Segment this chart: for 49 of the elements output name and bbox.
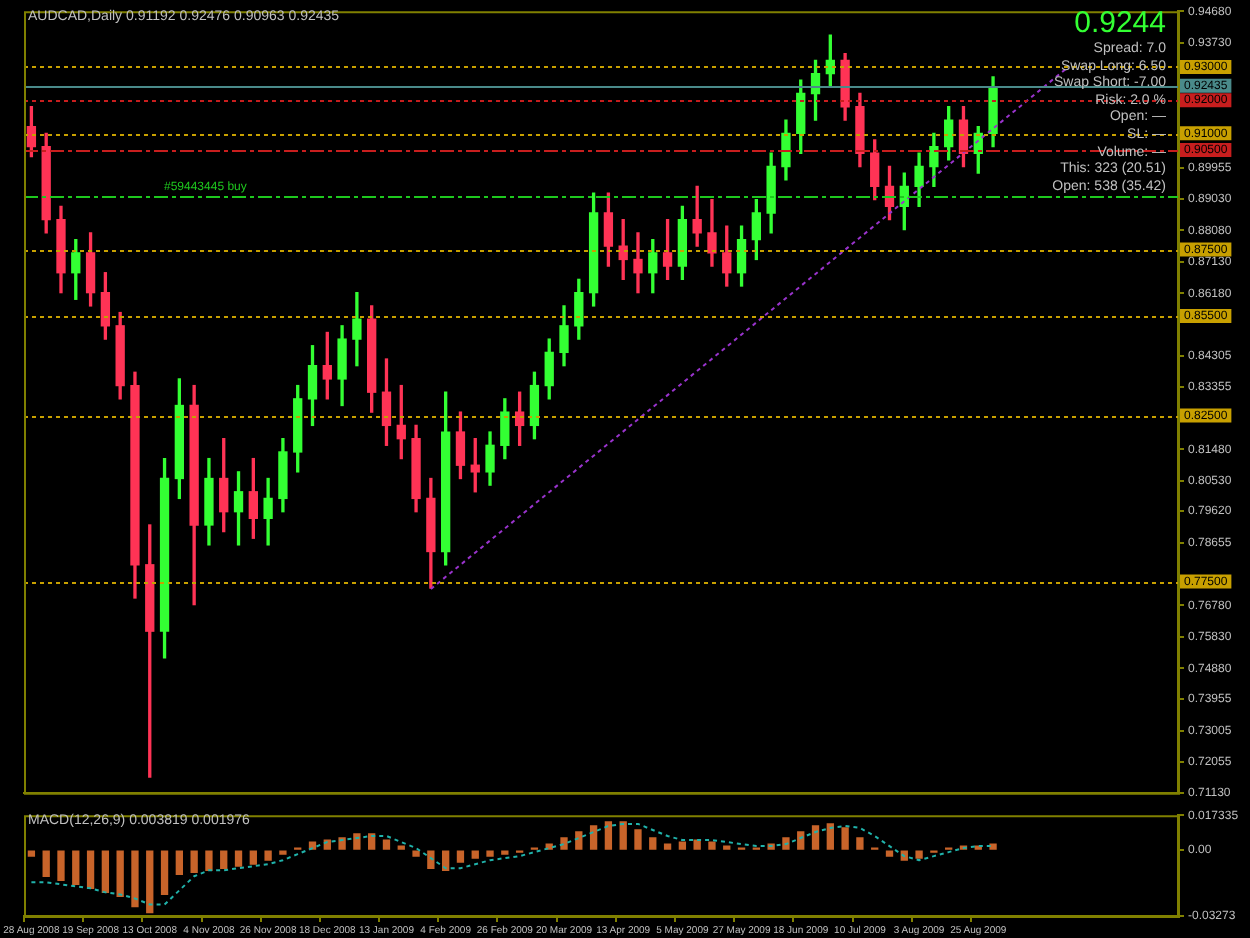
bar bbox=[634, 829, 642, 850]
bar bbox=[190, 850, 198, 873]
bar bbox=[708, 841, 716, 850]
bar bbox=[353, 833, 361, 850]
bar bbox=[560, 837, 568, 850]
bar bbox=[915, 850, 923, 859]
annotation: 0.9244 bbox=[1074, 6, 1166, 40]
bar bbox=[604, 821, 613, 850]
bar bbox=[841, 827, 849, 850]
bar bbox=[826, 823, 834, 850]
bar bbox=[811, 825, 820, 850]
bar bbox=[575, 831, 583, 850]
bar bbox=[989, 843, 997, 850]
candlestick bbox=[633, 232, 643, 294]
bar bbox=[663, 843, 672, 850]
bar bbox=[220, 850, 228, 869]
bar bbox=[205, 850, 213, 871]
bar bbox=[782, 837, 790, 850]
bar bbox=[797, 831, 805, 850]
bar bbox=[693, 839, 701, 850]
bar bbox=[486, 850, 494, 857]
bar bbox=[885, 850, 894, 857]
bar bbox=[382, 839, 391, 850]
bar bbox=[649, 837, 657, 850]
bar bbox=[175, 850, 184, 875]
bar bbox=[72, 850, 80, 885]
bar bbox=[678, 841, 687, 850]
bar bbox=[160, 850, 169, 896]
bar bbox=[368, 833, 376, 850]
bar bbox=[234, 850, 243, 867]
bar bbox=[441, 850, 450, 871]
bar bbox=[412, 850, 420, 857]
bar bbox=[338, 837, 346, 850]
bar bbox=[146, 850, 154, 914]
bar bbox=[131, 850, 139, 908]
bar bbox=[86, 850, 95, 890]
bar bbox=[249, 850, 257, 865]
bar bbox=[101, 850, 110, 894]
bar bbox=[264, 850, 272, 861]
bar bbox=[27, 850, 36, 857]
bar bbox=[57, 850, 65, 881]
bar bbox=[619, 821, 627, 850]
bar bbox=[589, 825, 598, 850]
bar bbox=[856, 837, 864, 850]
bar bbox=[471, 850, 479, 859]
bar bbox=[42, 850, 50, 877]
bar bbox=[116, 850, 124, 898]
bar bbox=[456, 850, 465, 863]
bar bbox=[427, 850, 435, 869]
